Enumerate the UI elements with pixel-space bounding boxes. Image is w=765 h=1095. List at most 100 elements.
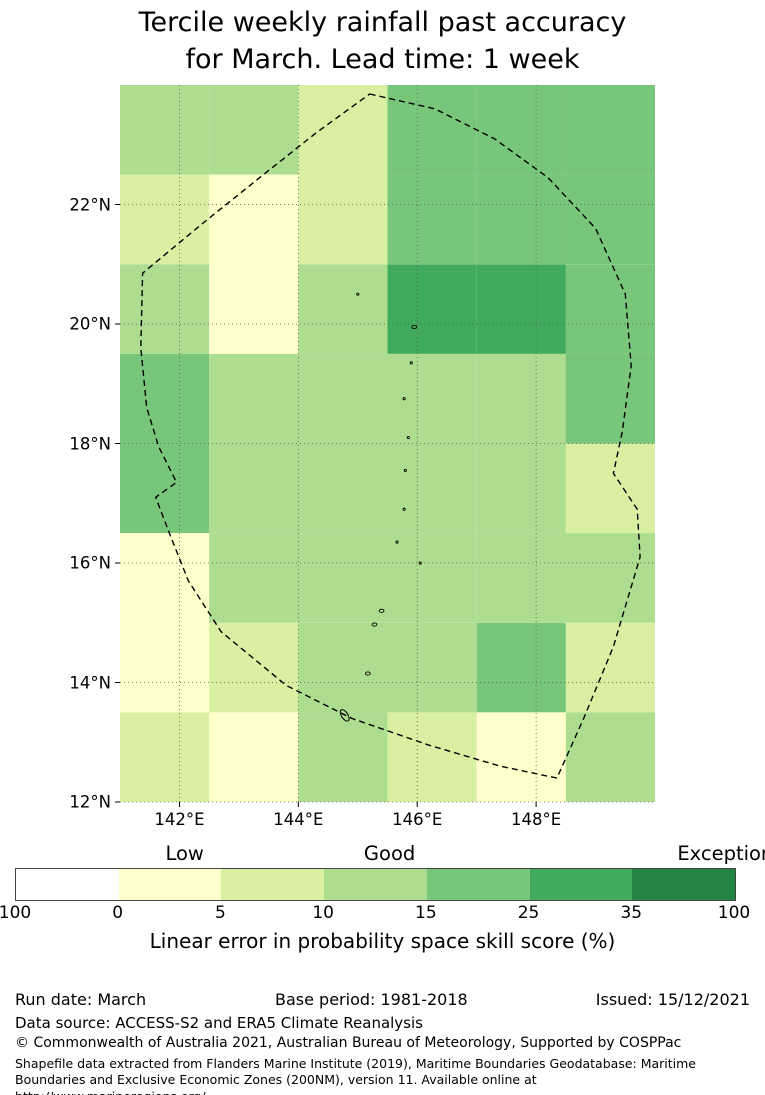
colorbar-segment [221, 869, 325, 900]
map-cell [387, 443, 477, 534]
island-outline [365, 671, 371, 676]
map-cell [476, 712, 566, 802]
map-cell [298, 264, 388, 354]
map-cell [387, 353, 477, 444]
x-axis-label: 144°E [273, 810, 324, 829]
map-cell [209, 622, 299, 713]
map-cell [565, 533, 655, 623]
chart-title-line1: Tercile weekly rainfall past accuracy [138, 7, 627, 38]
issued-date-text: Issued: 15/12/2021 [595, 990, 750, 1009]
island-outline [409, 361, 413, 365]
map-cell [209, 443, 299, 534]
map-plot [115, 85, 655, 807]
colorbar-tick-label: 15 [415, 903, 437, 923]
map-cell [476, 264, 566, 354]
colorbar-segment [529, 869, 633, 900]
map-cell [387, 533, 477, 623]
map-cell [209, 174, 299, 265]
base-period-text: Base period: 1981-2018 [275, 990, 468, 1009]
map-cell [298, 174, 388, 265]
x-axis-label: 148°E [511, 810, 562, 829]
colorbar-tick-label: 0 [112, 903, 124, 923]
island-outline [418, 561, 422, 565]
chart-title-line2: for March. Lead time: 1 week [185, 44, 580, 75]
island-outline [371, 622, 378, 627]
colorbar-qualitative-label: Exceptional [677, 842, 765, 865]
map-cell [120, 533, 210, 623]
colorbar-tick-label: 25 [517, 903, 540, 923]
map-cell [209, 533, 299, 623]
colorbar-segment [632, 869, 736, 900]
data-source-text: Data source: ACCESS-S2 and ERA5 Climate … [15, 1014, 423, 1032]
y-axis-label: 12°N [69, 792, 111, 812]
map-cell [387, 264, 477, 354]
map-cell [298, 443, 388, 534]
y-axis-label: 14°N [69, 673, 111, 692]
colorbar-segment [426, 869, 530, 900]
map-cell [565, 85, 655, 175]
map-cell [120, 85, 210, 175]
map-cell [209, 85, 299, 175]
map-cell [565, 174, 655, 265]
map-cell [120, 622, 210, 713]
island-outline [339, 709, 350, 722]
chart-title: Tercile weekly rainfall past accuracy fo… [0, 4, 765, 78]
map-cell [476, 622, 566, 713]
island-outline [402, 507, 406, 511]
colorbar-segment [16, 869, 119, 900]
map-cell [476, 85, 566, 175]
colorbar-tick-label: 100 [717, 903, 751, 923]
colorbar-tick-label: 100 [0, 903, 32, 923]
map-cell [476, 174, 566, 265]
y-axis-label: 18°N [69, 434, 111, 453]
colorbar-qualitative-label: Good [363, 842, 416, 865]
island-outline [378, 608, 385, 613]
map-cell [120, 264, 210, 354]
map-cell [120, 353, 210, 444]
x-axis-label: 146°E [392, 810, 443, 829]
colorbar-segment [118, 869, 222, 900]
map-cell [298, 353, 388, 444]
colorbar-tick-label: 10 [312, 903, 334, 923]
map-cell [476, 533, 566, 623]
map-cell [120, 712, 210, 802]
map-area [112, 83, 657, 808]
map-cell [298, 85, 388, 175]
map-cell [565, 264, 655, 354]
map-cell [476, 443, 566, 534]
map-cell [209, 264, 299, 354]
map-cell [387, 712, 477, 802]
shapefile-note-text: Shapefile data extracted from Flanders M… [15, 1056, 696, 1095]
colorbar-tick-label: 5 [215, 903, 226, 923]
island-outline [411, 324, 418, 330]
eez-boundary [140, 93, 641, 779]
y-axis-label: 22°N [69, 195, 111, 214]
island-outline [402, 397, 406, 401]
colorbar-tick-label: 35 [620, 903, 643, 923]
island-outline [406, 435, 410, 440]
map-cell [565, 353, 655, 444]
map-cell [209, 353, 299, 444]
map-cell [387, 85, 477, 175]
colorbar-qualitative-label: Low [165, 842, 204, 865]
map-cell [565, 712, 655, 802]
map-cell [209, 712, 299, 802]
map-cell [120, 174, 210, 265]
map-cell [476, 353, 566, 444]
map-cell [298, 533, 388, 623]
island-outline [395, 540, 399, 544]
colorbar-segment [324, 869, 427, 900]
map-cell [565, 622, 655, 713]
map-cell [387, 174, 477, 265]
map-cell [298, 622, 388, 713]
y-axis-label: 16°N [69, 553, 111, 573]
map-cell [387, 622, 477, 713]
run-date-text: Run date: March [15, 990, 147, 1009]
island-outline [403, 468, 407, 472]
map-cell [298, 712, 388, 802]
y-axis-label: 20°N [69, 314, 111, 334]
x-axis-label: 142°E [154, 810, 205, 829]
colorbar [15, 868, 736, 901]
colorbar-axis-label: Linear error in probability space skill … [149, 929, 616, 953]
